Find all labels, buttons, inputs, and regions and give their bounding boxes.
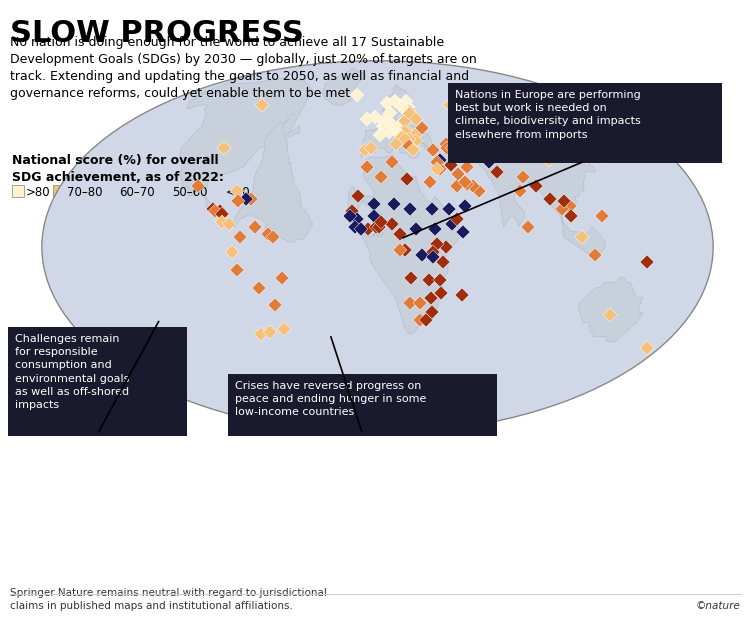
Polygon shape: [233, 113, 312, 242]
FancyBboxPatch shape: [158, 185, 170, 197]
Text: 70–80: 70–80: [67, 186, 102, 199]
Text: National score (%) for overall
SDG achievement, as of 2022:: National score (%) for overall SDG achie…: [12, 154, 224, 184]
Ellipse shape: [42, 61, 713, 433]
FancyBboxPatch shape: [8, 327, 187, 436]
Text: 60–70: 60–70: [119, 186, 155, 199]
FancyBboxPatch shape: [106, 185, 118, 197]
FancyBboxPatch shape: [448, 83, 722, 163]
Text: 50–60: 50–60: [173, 186, 208, 199]
Text: Springer Nature remains neutral with regard to jurisdictional
claims in publishe: Springer Nature remains neutral with reg…: [10, 587, 327, 611]
Polygon shape: [179, 78, 312, 226]
Polygon shape: [361, 85, 436, 157]
Text: SLOW PROGRESS: SLOW PROGRESS: [10, 19, 304, 48]
Text: Nations in Europe are performing
best but work is needed on
climate, biodiversit: Nations in Europe are performing best bu…: [455, 90, 641, 140]
Text: Crises have reversed progress on
peace and ending hunger in some
low-income coun: Crises have reversed progress on peace a…: [235, 381, 427, 418]
Polygon shape: [348, 155, 460, 334]
FancyBboxPatch shape: [228, 374, 497, 436]
Polygon shape: [578, 277, 643, 341]
Polygon shape: [322, 69, 366, 105]
FancyBboxPatch shape: [12, 185, 24, 197]
Text: No nation is doing enough for the world to achieve all 17 Sustainable
Developmen: No nation is doing enough for the world …: [10, 36, 477, 100]
Text: >80: >80: [26, 186, 50, 199]
Text: Challenges remain
for responsible
consumption and
environmental goals
as well as: Challenges remain for responsible consum…: [15, 334, 129, 410]
FancyBboxPatch shape: [53, 185, 65, 197]
Polygon shape: [418, 90, 605, 257]
Text: <50: <50: [225, 186, 250, 199]
Text: ©nature: ©nature: [695, 601, 740, 611]
FancyBboxPatch shape: [212, 185, 224, 197]
